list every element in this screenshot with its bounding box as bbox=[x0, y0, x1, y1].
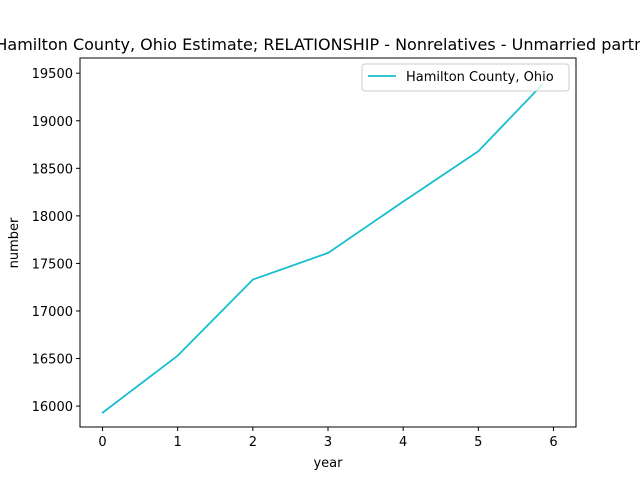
y-tick-label: 16000 bbox=[32, 400, 73, 415]
y-tick-label: 19500 bbox=[32, 67, 73, 82]
x-tick-label: 0 bbox=[98, 435, 106, 450]
plot-frame bbox=[79, 57, 577, 428]
data-point bbox=[327, 252, 329, 254]
y-axis-label: number bbox=[7, 217, 22, 268]
x-tick-label: 3 bbox=[324, 435, 332, 450]
legend-label: Hamilton County, Ohio bbox=[406, 70, 554, 85]
data-point bbox=[101, 411, 104, 414]
data-point bbox=[402, 200, 405, 203]
legend: Hamilton County, Ohio bbox=[361, 63, 570, 92]
y-tick-label: 18500 bbox=[32, 162, 73, 177]
y-tick-label: 17000 bbox=[32, 305, 73, 320]
x-tick-label: 1 bbox=[174, 435, 182, 450]
y-tick-label: 17500 bbox=[32, 257, 73, 272]
data-point bbox=[176, 354, 179, 357]
x-tick-label: 4 bbox=[399, 435, 407, 450]
legend-box bbox=[361, 63, 570, 92]
data-point bbox=[477, 150, 480, 153]
x-axis-label: year bbox=[313, 456, 343, 471]
x-tick-label: 2 bbox=[249, 435, 257, 450]
y-tick-label: 18000 bbox=[32, 210, 73, 225]
data-point bbox=[251, 278, 254, 281]
y-tick-label: 16500 bbox=[32, 353, 73, 368]
y-tick-label: 19000 bbox=[32, 115, 73, 130]
x-tick-label: 5 bbox=[474, 435, 482, 450]
plot-area bbox=[80, 58, 576, 427]
chart-title: Hamilton County, Ohio Estimate; RELATION… bbox=[0, 35, 640, 54]
x-tick-label: 6 bbox=[549, 435, 557, 450]
